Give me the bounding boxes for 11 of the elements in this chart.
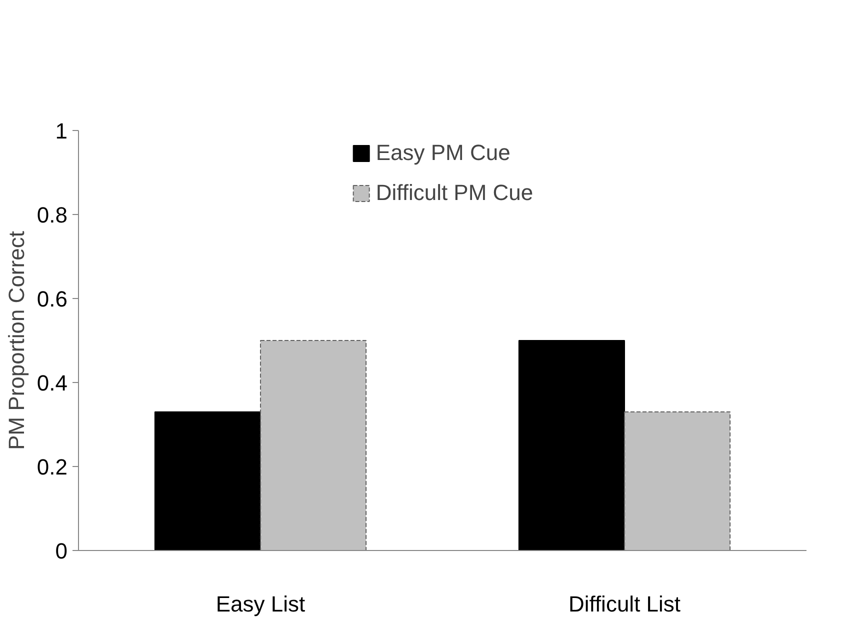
x-tick-label: Easy List (216, 592, 306, 616)
y-tick-label: 0.8 (36, 202, 68, 228)
y-tick-label: 1 (55, 118, 68, 144)
y-axis-title: PM Proportion Correct (4, 231, 29, 450)
legend-label: Easy PM Cue (376, 140, 510, 166)
y-tick-label: 0 (55, 538, 68, 564)
y-tick-label: 0.2 (36, 454, 68, 480)
y-tick-label: 0.6 (36, 286, 68, 312)
x-tick-label: Difficult List (568, 592, 681, 616)
legend-label: Difficult PM Cue (376, 180, 534, 206)
y-tick-label: 0.4 (36, 370, 68, 396)
